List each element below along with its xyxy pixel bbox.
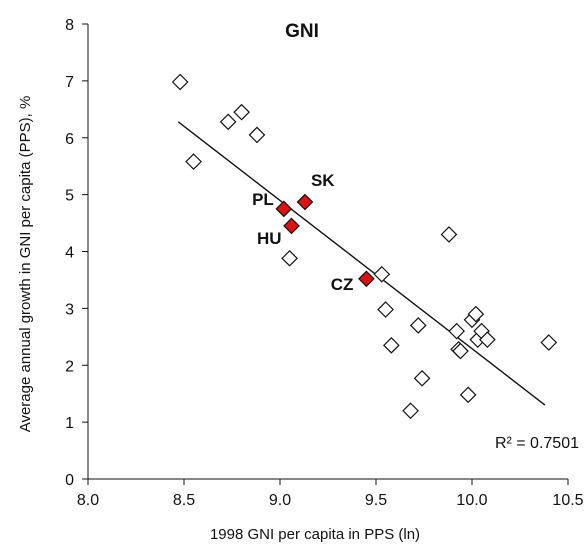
data-point xyxy=(413,369,431,387)
data-point-hu xyxy=(283,217,300,235)
data-point xyxy=(540,334,558,351)
tick-labels: 0 1 2 3 4 5 6 7 8 8.0 8.5 9.0 9.5 10.0 10.5 xyxy=(65,17,584,509)
data-point xyxy=(467,305,485,323)
data-point xyxy=(171,73,189,91)
x-tick-label: 10.5 xyxy=(552,492,583,509)
y-tick-label: 6 xyxy=(65,131,74,148)
data-point xyxy=(373,265,391,283)
data-point xyxy=(452,342,469,360)
y-tick-label: 7 xyxy=(65,74,74,91)
data-point xyxy=(459,386,477,404)
y-tick-label: 5 xyxy=(65,188,74,205)
country-label-hu: HU xyxy=(257,229,282,248)
country-label-cz: CZ xyxy=(331,275,354,294)
data-point xyxy=(440,226,458,243)
country-label-pl: PL xyxy=(252,190,274,209)
data-point xyxy=(281,249,298,267)
data-point-pl xyxy=(275,200,293,218)
data-point xyxy=(185,153,202,170)
data-point-cz xyxy=(358,270,375,288)
data-point xyxy=(479,331,496,349)
data-point xyxy=(248,126,266,144)
x-tick-label: 9.5 xyxy=(365,492,387,509)
y-axis-label: Average annual growth in GNI per capita … xyxy=(17,96,34,433)
data-point-sk xyxy=(296,193,314,211)
trendline xyxy=(177,121,546,406)
r-squared-annotation: R² = 0.7501 xyxy=(495,435,579,452)
data-point xyxy=(402,402,419,420)
data-points xyxy=(171,73,558,420)
y-tick-label: 8 xyxy=(65,17,74,34)
point-labels: PL SK HU CZ xyxy=(252,171,353,294)
chart-title: GNI xyxy=(285,21,319,42)
x-tick-label: 10.0 xyxy=(456,492,487,509)
x-axis-label: 1998 GNI per capita in PPS (ln) xyxy=(210,526,420,543)
y-tick-label: 2 xyxy=(65,358,74,375)
data-point xyxy=(219,113,237,131)
country-label-sk: SK xyxy=(311,171,335,190)
y-tick-label: 3 xyxy=(65,301,74,318)
data-point xyxy=(409,317,427,334)
data-point xyxy=(448,322,465,340)
axes xyxy=(82,23,569,485)
data-point xyxy=(383,336,400,354)
y-tick-label: 1 xyxy=(65,415,74,432)
y-tick-label: 4 xyxy=(65,245,74,262)
x-tick-label: 8.5 xyxy=(173,492,195,509)
x-tick-label: 9.0 xyxy=(269,492,291,509)
x-tick-label: 8.0 xyxy=(77,492,99,509)
data-point xyxy=(233,103,250,121)
y-tick-label: 0 xyxy=(65,472,74,489)
data-point xyxy=(377,301,394,318)
